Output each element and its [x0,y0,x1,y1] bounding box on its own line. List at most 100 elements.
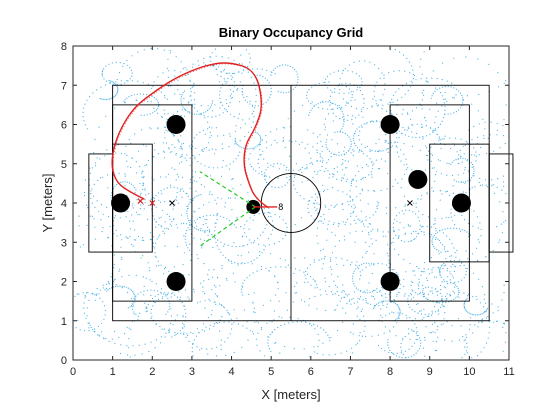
trajectory-dot [75,327,77,329]
trajectory-dot [228,72,230,74]
trajectory-dot [411,240,413,242]
trajectory-dot [467,170,469,172]
trajectory-dot [309,322,311,324]
trajectory-dot [396,295,398,297]
trajectory-dot [271,321,273,323]
trajectory-dot [444,106,446,108]
trajectory-dot [116,79,118,81]
trajectory-dot [244,99,246,101]
trajectory-dot [466,350,468,352]
trajectory-dot [252,272,254,274]
trajectory-dot [395,215,398,217]
trajectory-dot [275,294,277,296]
trajectory-dot [420,342,422,344]
trajectory-dot [98,210,100,212]
trajectory-dot [138,344,140,346]
trajectory-dot [398,88,400,90]
trajectory-dot [194,92,196,94]
trajectory-dot [127,237,129,239]
trajectory-dot [281,317,283,319]
trajectory-dot [405,314,407,316]
trajectory-dot [174,93,176,95]
trajectory-dot [387,300,389,302]
trajectory-dot [261,171,263,173]
trajectory-dot [204,133,206,135]
trajectory-dot [184,67,186,69]
trajectory-dot [172,208,174,210]
trajectory-dot [118,336,120,338]
trajectory-dot [170,225,172,227]
trajectory-dot [278,168,280,170]
trajectory-dot [219,94,221,96]
trajectory-dot [376,208,378,210]
trajectory-dot [437,126,439,128]
trajectory-dot [294,257,296,259]
trajectory-dot [360,221,362,223]
trajectory-dot [219,215,222,217]
trajectory-dot [215,203,218,205]
trajectory-dot [294,224,296,226]
trajectory-dot [373,264,375,266]
trajectory-dot [101,73,103,76]
trajectory-dot [278,300,280,302]
trajectory-dot [316,208,318,210]
trajectory-dot [187,227,189,229]
trajectory-dot [115,81,117,83]
trajectory-dot [247,244,249,246]
trajectory-dot [459,259,461,261]
trajectory-dot [500,223,503,225]
trajectory-dot [316,151,318,154]
trajectory-dot [238,113,240,115]
trajectory-dot [152,196,154,199]
trajectory-dot [102,75,104,77]
trajectory-dot [274,329,276,331]
trajectory-dot [415,202,417,204]
trajectory-dot [153,156,155,158]
trajectory-dot [316,149,318,151]
trajectory-dot [309,264,311,266]
trajectory-dot [161,288,163,290]
trajectory-dot [188,203,190,205]
trajectory-dot [99,289,101,291]
trajectory-dot [430,257,432,259]
trajectory-dot [395,319,397,321]
trajectory-dot [471,154,473,156]
trajectory-dot [183,90,186,92]
trajectory-dot [425,297,427,299]
trajectory-dot [285,292,287,294]
trajectory-dot [226,102,228,105]
trajectory-dot [140,204,142,206]
trajectory-dot [477,136,479,138]
trajectory-dot [265,101,267,103]
trajectory-dot [209,106,212,108]
trajectory-dot [286,226,288,228]
trajectory-dot [312,163,314,165]
trajectory-dot [350,185,352,187]
trajectory-dot [93,152,95,154]
trajectory-dot [153,107,155,109]
trajectory-dot [193,237,195,239]
trajectory-dot [294,285,296,287]
trajectory-dot [373,263,375,265]
trajectory-dot [460,325,462,327]
trajectory-dot [394,303,397,305]
trajectory-dot [131,80,133,82]
trajectory-dot [435,170,438,172]
trajectory-dot [446,162,448,164]
trajectory-dot [286,309,288,311]
trajectory-dot [293,272,295,275]
trajectory-dot [87,322,89,324]
trajectory-dot [292,169,294,171]
trajectory-dot [132,345,134,347]
trajectory-dot [150,198,152,200]
trajectory-dot [279,257,281,259]
trajectory-dot [322,248,324,250]
trajectory-dot [340,108,342,111]
trajectory-dot [184,109,186,111]
trajectory-dot [226,309,228,311]
trajectory-dot [336,171,338,173]
trajectory-dot [348,204,350,206]
trajectory-dot [294,86,296,88]
trajectory-dot [486,307,489,310]
trajectory-dot [431,238,433,240]
